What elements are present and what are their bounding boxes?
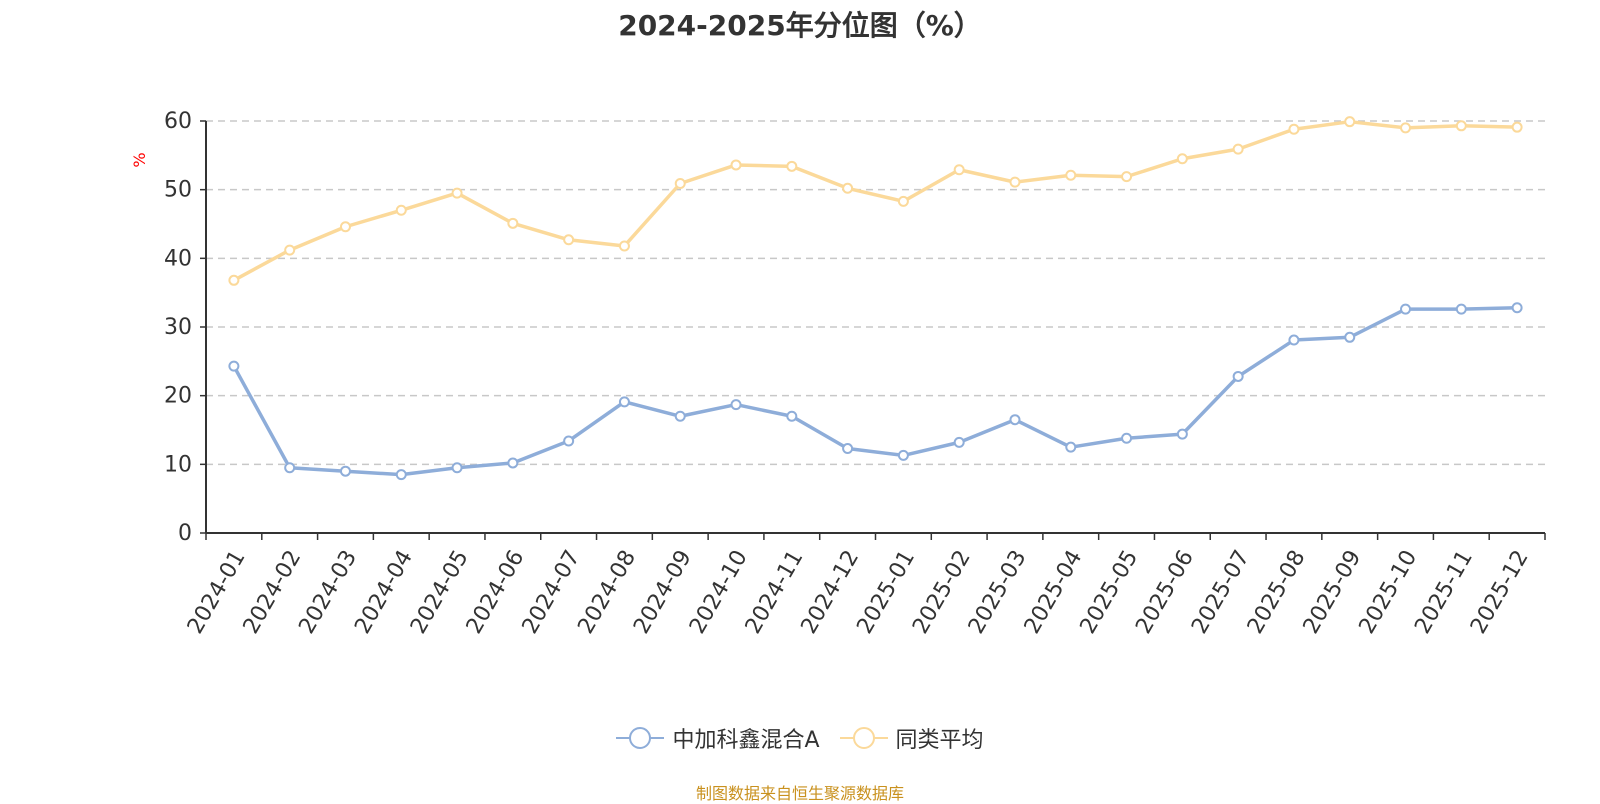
- data-point[interactable]: [1176, 428, 1188, 440]
- series-1: [228, 302, 1523, 481]
- data-point[interactable]: [228, 360, 240, 372]
- legend-label: 中加科鑫混合A: [672, 728, 820, 753]
- data-point[interactable]: [451, 187, 463, 199]
- data-point[interactable]: [1232, 143, 1244, 155]
- data-point[interactable]: [842, 182, 854, 194]
- series-layer: [228, 116, 1523, 481]
- series-2: [228, 116, 1523, 286]
- data-point[interactable]: [1511, 302, 1523, 314]
- data-point[interactable]: [1176, 153, 1188, 165]
- data-point[interactable]: [228, 274, 240, 286]
- y-tick-label: 0: [178, 521, 192, 546]
- y-tick-label: 50: [164, 178, 192, 203]
- data-point[interactable]: [339, 221, 351, 233]
- data-point[interactable]: [1511, 121, 1523, 133]
- data-point[interactable]: [953, 164, 965, 176]
- data-point[interactable]: [395, 204, 407, 216]
- data-point[interactable]: [842, 443, 854, 455]
- y-tick-label: 40: [164, 246, 192, 271]
- y-tick-label: 60: [164, 109, 192, 134]
- data-point[interactable]: [339, 465, 351, 477]
- y-tick-label: 30: [164, 315, 192, 340]
- series-line: [232, 306, 1518, 477]
- data-point[interactable]: [563, 234, 575, 246]
- data-point[interactable]: [395, 469, 407, 481]
- y-tick-label: 20: [164, 384, 192, 409]
- data-point[interactable]: [786, 160, 798, 172]
- data-point[interactable]: [1455, 120, 1467, 132]
- chart-legend: 中加科鑫混合A 同类平均: [0, 722, 1600, 754]
- legend-line-circle-icon: [839, 725, 888, 751]
- chart-title: 2024-2025年分位图（%）: [618, 9, 982, 42]
- data-point[interactable]: [897, 195, 909, 207]
- data-point[interactable]: [730, 399, 742, 411]
- data-point[interactable]: [1232, 370, 1244, 382]
- data-point[interactable]: [507, 217, 519, 229]
- data-point[interactable]: [1121, 432, 1133, 444]
- data-point[interactable]: [618, 396, 630, 408]
- series-line: [233, 119, 1518, 282]
- data-point[interactable]: [1455, 303, 1467, 315]
- data-point[interactable]: [897, 449, 909, 461]
- y-tick-label: 10: [164, 452, 192, 477]
- data-point[interactable]: [1009, 176, 1021, 188]
- legend-item-series-1[interactable]: 中加科鑫混合A: [616, 722, 820, 754]
- data-point[interactable]: [730, 159, 742, 171]
- data-point[interactable]: [284, 244, 296, 256]
- data-point[interactable]: [507, 457, 519, 469]
- data-point[interactable]: [451, 462, 463, 474]
- data-point[interactable]: [618, 240, 630, 252]
- data-point[interactable]: [1288, 334, 1300, 346]
- data-point[interactable]: [953, 436, 965, 448]
- data-point[interactable]: [1288, 123, 1300, 135]
- data-point[interactable]: [563, 435, 575, 447]
- data-point[interactable]: [1400, 122, 1412, 134]
- data-point[interactable]: [1121, 171, 1133, 183]
- data-source-note: 制图数据来自恒生聚源数据库: [695, 784, 904, 803]
- data-point[interactable]: [1065, 441, 1077, 453]
- data-point[interactable]: [1344, 116, 1356, 128]
- y-axis-label: %: [130, 152, 149, 167]
- data-point[interactable]: [1400, 303, 1412, 315]
- grid-layer: [206, 120, 1545, 466]
- legend-item-series-2[interactable]: 同类平均: [839, 722, 984, 754]
- data-point[interactable]: [284, 462, 296, 474]
- data-point[interactable]: [1065, 169, 1077, 181]
- data-point[interactable]: [674, 177, 686, 189]
- legend-label: 同类平均: [895, 728, 984, 753]
- data-point[interactable]: [674, 410, 686, 422]
- legend-line-circle-icon: [616, 725, 665, 751]
- data-point[interactable]: [1344, 331, 1356, 343]
- data-point[interactable]: [786, 410, 798, 422]
- data-point[interactable]: [1009, 414, 1021, 426]
